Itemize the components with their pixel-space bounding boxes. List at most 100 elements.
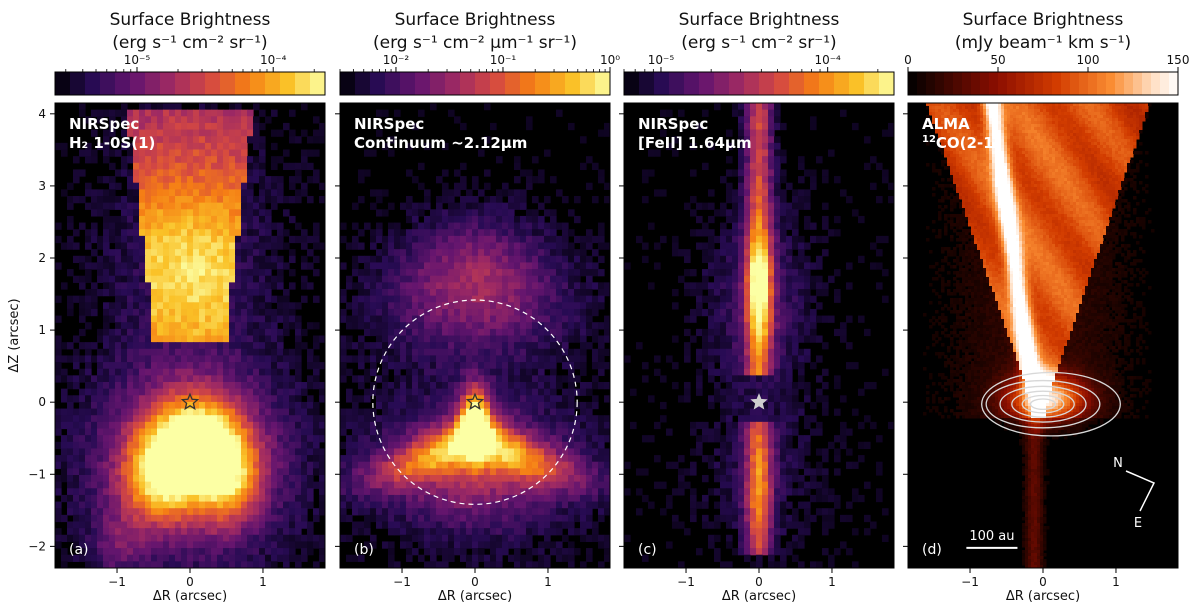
colorbar-step: [355, 72, 371, 95]
x-tick-label: 1: [1112, 575, 1120, 589]
x-tick-label: 0: [471, 575, 479, 589]
colorbar-step: [744, 72, 760, 95]
colorbar-unit: (mJy beam⁻¹ km s⁻¹): [955, 33, 1131, 53]
colorbar-step: [280, 72, 296, 95]
colorbar-step: [714, 72, 730, 95]
panel-letter: (d): [922, 542, 942, 558]
colorbar-step: [55, 72, 71, 95]
x-tick-label: −1: [393, 575, 411, 589]
x-tick-label: 0: [1039, 575, 1047, 589]
colorbar-step: [70, 72, 86, 95]
colorbar-step: [729, 72, 745, 95]
colorbar-tick-label: 0: [904, 53, 912, 67]
scale-bar-label: 100 au: [969, 529, 1014, 544]
x-axis-label: ΔR (arcsec): [153, 589, 227, 603]
colorbar-step: [460, 72, 476, 95]
colorbar-step: [1016, 72, 1026, 95]
colorbar-3: 0 50 100 150 Surface Brightness (mJy beam⁻¹ k…: [904, 10, 1190, 96]
colorbar-step: [849, 72, 865, 95]
colorbar-step: [989, 72, 999, 95]
colorbar-title: Surface Brightness: [110, 10, 271, 30]
colorbar-step: [145, 72, 161, 95]
panel-instrument-label: NIRSpec: [354, 115, 424, 133]
colorbar-step: [789, 72, 805, 95]
colorbar-step: [1061, 72, 1071, 95]
x-tick-label: 1: [259, 575, 267, 589]
x-tick-label: −1: [108, 575, 126, 589]
colorbar-step: [520, 72, 536, 95]
colorbar-step: [1025, 72, 1035, 95]
colorbar-step: [654, 72, 670, 95]
colorbar-step: [908, 72, 918, 95]
colorbar-step: [535, 72, 551, 95]
colorbar-step: [160, 72, 176, 95]
panel-line-label: [FeII] 1.64μm: [638, 134, 752, 152]
disk-contour: [1011, 390, 1075, 418]
colorbar-step: [1142, 72, 1152, 95]
colorbar-step: [580, 72, 596, 95]
colorbar-step: [639, 72, 655, 95]
y-tick-label: −2: [28, 539, 46, 553]
colorbar-step: [1115, 72, 1125, 95]
colorbar-frame: [339, 71, 611, 96]
map-image: [624, 103, 894, 568]
panel-letter: (a): [69, 542, 89, 558]
colorbar-step: [624, 72, 640, 95]
colorbar-step: [944, 72, 954, 95]
colorbar-step: [1034, 72, 1044, 95]
colorbar-step: [445, 72, 461, 95]
colorbar-frame: [623, 71, 895, 96]
source-star-icon: [750, 393, 768, 410]
x-tick-label: 1: [828, 575, 836, 589]
colorbar-2: 10⁻⁵ 10⁻⁴ Surface Brightness (erg s⁻¹ cm⁻² …: [623, 10, 895, 96]
colorbar-unit: (erg s⁻¹ cm⁻² sr⁻¹): [112, 33, 267, 53]
colorbar-title: Surface Brightness: [679, 10, 840, 30]
colorbar-step: [565, 72, 581, 95]
panel-instrument-label: NIRSpec: [638, 115, 708, 133]
x-tick-label: −1: [961, 575, 979, 589]
disk-contour: [1021, 394, 1065, 414]
colorbar-tick-label: 100: [1077, 53, 1100, 67]
source-star-icon: [180, 392, 200, 411]
colorbar-step: [250, 72, 266, 95]
colorbar-step: [1151, 72, 1161, 95]
colorbar-step: [430, 72, 446, 95]
panel-line-label: 12CO(2-1): [922, 134, 1001, 152]
colorbar-step: [1097, 72, 1107, 95]
colorbar-step: [1169, 72, 1179, 95]
colorbar-title: Surface Brightness: [395, 10, 556, 30]
colorbar-step: [759, 72, 775, 95]
compass-north-label: N: [1113, 456, 1123, 471]
colorbar-step: [1070, 72, 1080, 95]
map-image: [55, 103, 325, 568]
colorbar-tick-label: 10⁻²: [383, 53, 410, 67]
colorbar-frame: [54, 71, 326, 96]
colorbar-step: [130, 72, 146, 95]
panel-2: NIRSpec[FeII] 1.64μm (c) −1 0 1 ΔR (arcsec): [619, 102, 895, 603]
colorbar-step: [1106, 72, 1116, 95]
x-tick-label: 0: [186, 575, 194, 589]
colorbar-step: [550, 72, 566, 95]
x-tick-label: −1: [677, 575, 695, 589]
colorbar-step: [310, 72, 326, 95]
panel-instrument-label: ALMA: [922, 115, 970, 133]
colorbar-step: [595, 72, 611, 95]
colorbar-step: [917, 72, 927, 95]
colorbar-step: [415, 72, 431, 95]
colorbar-step: [220, 72, 236, 95]
colorbar-step: [998, 72, 1008, 95]
colorbar-step: [370, 72, 386, 95]
colorbar-tick-label: 10⁰: [600, 53, 620, 67]
x-axis-label: ΔR (arcsec): [1006, 589, 1080, 603]
colorbar-step: [819, 72, 835, 95]
colorbar-step: [1088, 72, 1098, 95]
colorbar-step: [505, 72, 521, 95]
colorbar-tick-label: 10⁻⁴: [814, 53, 841, 67]
y-tick-label: 4: [38, 107, 46, 121]
source-star-icon: [465, 392, 485, 411]
colorbar-tick-label: 150: [1167, 53, 1190, 67]
colorbar-step: [205, 72, 221, 95]
